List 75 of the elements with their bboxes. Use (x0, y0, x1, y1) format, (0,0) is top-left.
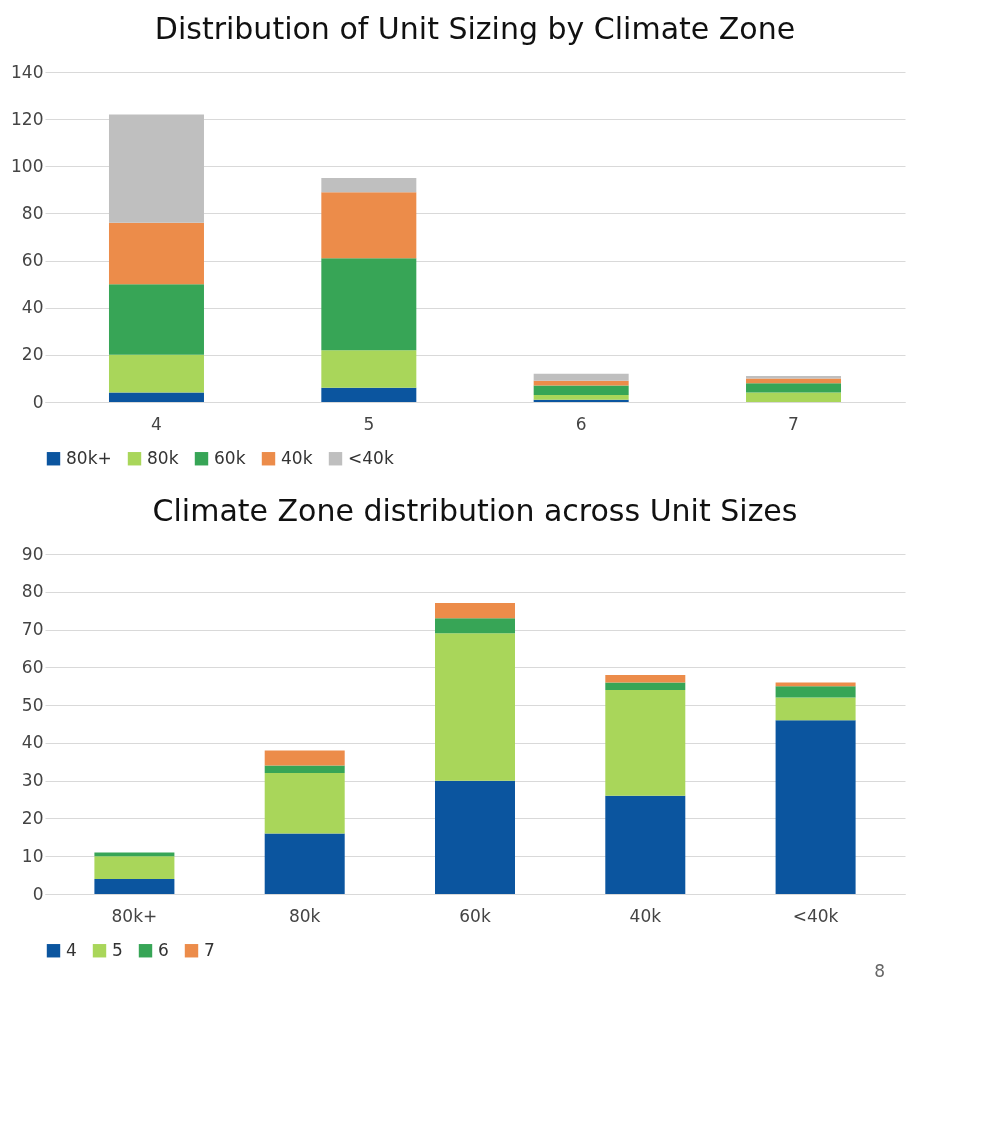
y-tick-label: 80 (21, 581, 44, 602)
x-tick-label: 60k (459, 905, 491, 926)
y-tick-label: 100 (11, 155, 44, 176)
legend-label: 5 (112, 939, 123, 960)
y-tick-label: 20 (21, 344, 44, 365)
text: 8 (874, 961, 885, 981)
bar (108, 114, 204, 223)
legend-label: 80k (147, 447, 179, 468)
bar (775, 686, 856, 698)
x-tick-label: 7 (788, 413, 799, 434)
x-tick-label: 6 (575, 413, 587, 434)
y-tick-label: 40 (21, 732, 44, 753)
x-tick-label: <40k (792, 905, 839, 926)
y-tick-label: 70 (21, 619, 44, 640)
y-tick-label: 40 (21, 297, 44, 318)
bar (435, 603, 515, 619)
chart-title: Distribution of Unit Sizing by Climate Zone (154, 11, 796, 46)
x-tick-label: 4 (151, 413, 162, 434)
bar (435, 618, 515, 634)
y-tick-label: 50 (21, 694, 44, 715)
bar (108, 392, 204, 402)
legend-label: 60k (214, 447, 246, 468)
x-tick-label: 80k (288, 905, 321, 926)
y-tick-label: 60 (21, 250, 44, 271)
bar (775, 697, 856, 721)
bar (264, 750, 345, 766)
y-tick-label: 0 (32, 391, 44, 412)
bar (605, 795, 686, 894)
y-tick-label: 30 (21, 770, 44, 791)
legend-label: 4 (66, 939, 77, 960)
bar (775, 720, 856, 894)
y-tick-label: 60 (21, 656, 44, 677)
chart-title: Climate Zone distribution across Unit Sizes (152, 493, 798, 528)
bar (533, 385, 629, 395)
legend-label: 7 (204, 939, 215, 960)
bar (264, 765, 345, 774)
bar (533, 394, 629, 400)
bar (264, 833, 345, 894)
bar (746, 378, 842, 384)
bar (605, 690, 686, 796)
y-tick-label: 20 (21, 807, 44, 828)
y-tick-label: 140 (11, 61, 44, 82)
bar (605, 674, 686, 683)
bar (533, 380, 629, 386)
bar (321, 350, 417, 388)
bar (321, 192, 417, 259)
x-tick-label: 5 (363, 413, 375, 434)
bar (746, 392, 842, 402)
bar (108, 354, 204, 393)
bar (108, 284, 204, 355)
y-tick-label: 90 (21, 543, 44, 564)
bar (321, 258, 417, 351)
bar (108, 222, 204, 285)
y-tick-label: 10 (21, 845, 44, 866)
bar (435, 780, 515, 894)
x-tick-label: 40k (629, 905, 662, 926)
bar (321, 178, 417, 193)
bar (533, 373, 629, 381)
bar (775, 682, 856, 687)
bar (321, 387, 417, 402)
y-tick-label: 0 (32, 883, 44, 904)
y-tick-label: 80 (21, 202, 44, 223)
bar (435, 633, 515, 781)
bar (605, 682, 686, 690)
legend-label: 6 (158, 939, 169, 960)
bar (264, 773, 345, 834)
legend-label: <40k (348, 447, 394, 468)
y-tick-label: 120 (11, 108, 44, 129)
bar (94, 856, 175, 879)
bar (746, 383, 842, 393)
legend-label: 80k+ (66, 447, 112, 468)
bar (94, 852, 175, 857)
x-tick-label: 80k+ (111, 905, 158, 926)
bar (94, 878, 175, 894)
legend-label: 40k (281, 447, 313, 468)
